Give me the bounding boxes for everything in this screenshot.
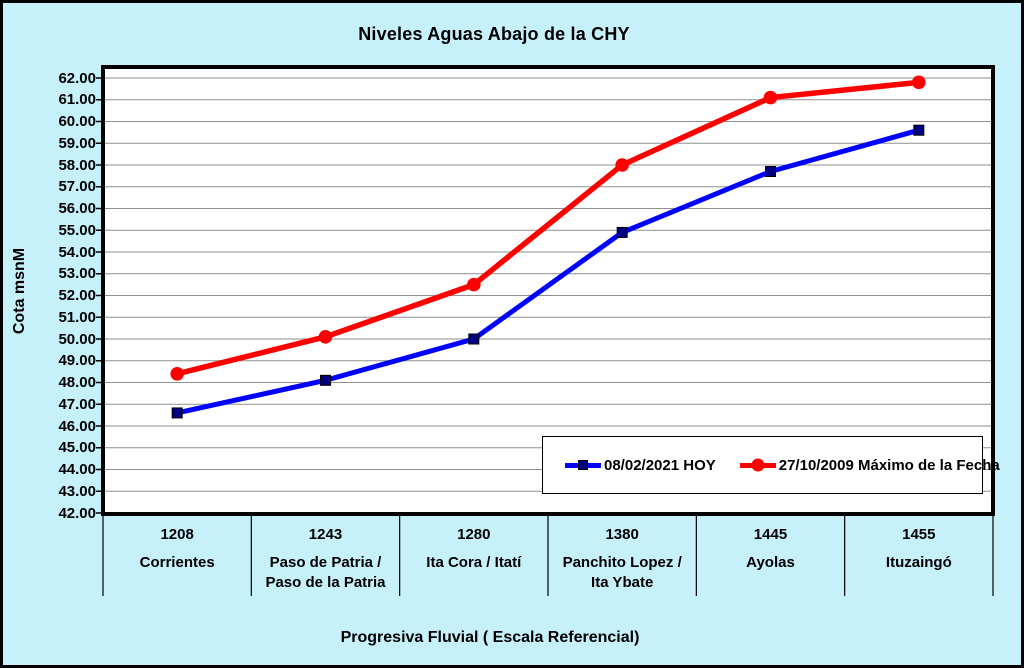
x-km-label: 1208 bbox=[160, 526, 194, 543]
y-tick-label: 58.00 bbox=[58, 156, 96, 174]
y-tick-label: 59.00 bbox=[58, 134, 96, 152]
series-0-marker bbox=[171, 407, 183, 419]
y-tick-label: 43.00 bbox=[58, 482, 96, 500]
y-tick-label: 45.00 bbox=[58, 439, 96, 457]
legend-entry-1: 27/10/2009 Máximo de la Fecha bbox=[739, 456, 1000, 474]
y-tick-label: 56.00 bbox=[58, 200, 96, 217]
x-station-label: Corrientes bbox=[139, 554, 215, 571]
y-tick-label: 57.00 bbox=[58, 178, 96, 196]
legend-line-sample bbox=[565, 460, 601, 470]
y-tick-label: 61.00 bbox=[58, 91, 96, 109]
x-axis-title: Progresiva Fluvial ( Escala Referencial) bbox=[340, 629, 640, 646]
legend-circle-marker-icon bbox=[751, 458, 765, 472]
series-1-marker bbox=[763, 90, 778, 105]
x-km-label: 1445 bbox=[753, 526, 788, 543]
x-km-label: 1280 bbox=[457, 526, 491, 543]
x-km-label: 1243 bbox=[308, 526, 343, 543]
x-km-label: 1380 bbox=[605, 526, 639, 543]
legend-label: 08/02/2021 HOY bbox=[604, 456, 716, 474]
series-1-marker bbox=[467, 277, 481, 292]
legend-label: 27/10/2009 Máximo de la Fecha bbox=[778, 456, 1000, 474]
legend-line-sample bbox=[739, 458, 776, 472]
y-tick-label: 48.00 bbox=[58, 374, 96, 391]
series-0-marker bbox=[320, 374, 331, 386]
y-tick-label: 49.00 bbox=[58, 352, 96, 370]
x-station-label: Paso de Patria / Paso de la Patria bbox=[265, 554, 386, 591]
legend: 08/02/2021 HOY 27/10/2009 Máximo de la Fe… bbox=[542, 436, 1000, 494]
y-tick-label: 47.00 bbox=[58, 395, 96, 413]
y-tick-label: 50.00 bbox=[58, 330, 96, 348]
legend-entry-0: 08/02/2021 HOY bbox=[565, 457, 716, 474]
series-0-marker bbox=[765, 166, 776, 178]
x-station-label: Panchito Lopez / Ita Ybate bbox=[562, 554, 682, 591]
series-0-marker bbox=[913, 124, 925, 136]
y-tick-label: 55.00 bbox=[58, 221, 96, 239]
y-tick-label: 54.00 bbox=[58, 243, 96, 261]
y-tick-label: 53.00 bbox=[58, 265, 96, 283]
series-1-marker bbox=[615, 158, 629, 172]
series-1-marker bbox=[170, 367, 184, 381]
x-station-label: Ituzaingó bbox=[885, 554, 952, 571]
chart-title: Niveles Aguas Abajo de la CHY bbox=[358, 24, 630, 44]
series-line-0 bbox=[174, 127, 922, 416]
series-1-marker bbox=[318, 330, 333, 344]
y-tick-label: 62.00 bbox=[58, 69, 96, 87]
y-tick-label: 52.00 bbox=[58, 287, 96, 304]
y-tick-label: 42.00 bbox=[58, 504, 96, 522]
y-tick-label: 51.00 bbox=[58, 308, 96, 326]
y-tick-label: 60.00 bbox=[58, 113, 96, 130]
x-km-label: 1455 bbox=[902, 526, 936, 543]
series-1-marker bbox=[912, 75, 926, 90]
series-0-marker bbox=[468, 333, 480, 345]
y-tick-label: 46.00 bbox=[58, 417, 96, 435]
series-line-1 bbox=[174, 79, 922, 377]
y-tick-label: 44.00 bbox=[58, 461, 96, 478]
x-station-label: Ita Cora / Itatí bbox=[426, 554, 522, 571]
series-0-marker bbox=[616, 226, 628, 238]
legend-square-marker-icon bbox=[578, 460, 588, 470]
x-station-label: Ayolas bbox=[746, 554, 795, 571]
